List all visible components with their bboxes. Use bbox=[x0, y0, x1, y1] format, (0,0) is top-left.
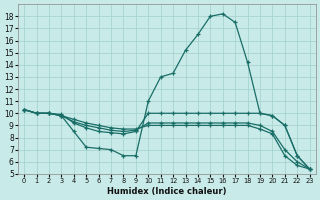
X-axis label: Humidex (Indice chaleur): Humidex (Indice chaleur) bbox=[107, 187, 227, 196]
